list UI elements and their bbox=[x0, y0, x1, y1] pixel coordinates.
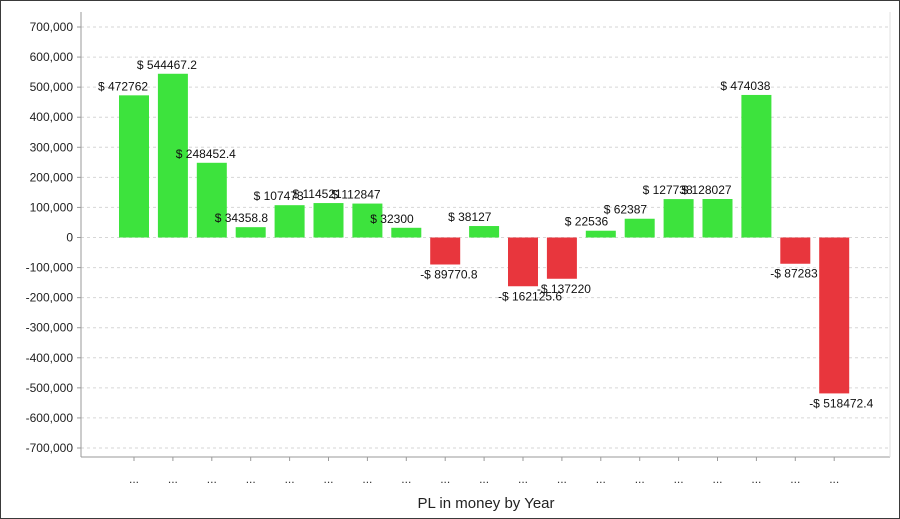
y-tick-label: -200,000 bbox=[26, 291, 74, 305]
bar[interactable] bbox=[624, 218, 655, 238]
bar[interactable] bbox=[430, 237, 461, 265]
y-tick-label: 700,000 bbox=[30, 20, 74, 34]
x-tick-label: ... bbox=[751, 472, 761, 486]
x-tick-label: ... bbox=[479, 472, 489, 486]
bar-data-label: -$ 162125.6 bbox=[498, 289, 562, 303]
bar[interactable] bbox=[469, 226, 500, 238]
data-labels: $ 472762 $ 544467.2 $ 248452.4 $ 34358.8 $ 1… bbox=[98, 58, 874, 411]
x-tick-label: ... bbox=[674, 472, 684, 486]
x-tick-label: ... bbox=[362, 472, 372, 486]
x-tick-label: ... bbox=[829, 472, 839, 486]
x-tick-label: ... bbox=[440, 472, 450, 486]
x-tick-label: ... bbox=[790, 472, 800, 486]
bar-data-label: $ 22536 bbox=[565, 215, 609, 229]
x-tick-label: ... bbox=[168, 472, 178, 486]
x-tick-label: ... bbox=[557, 472, 567, 486]
bar-data-label: $ 128027 bbox=[682, 183, 732, 197]
bar[interactable] bbox=[819, 237, 850, 394]
x-tick-label: ... bbox=[596, 472, 606, 486]
y-tick-label: -300,000 bbox=[26, 321, 74, 335]
bar-data-label: $ 248452.4 bbox=[176, 147, 236, 161]
y-tick-label: 100,000 bbox=[30, 200, 74, 214]
bar-series bbox=[119, 73, 850, 394]
bar-data-label: $ 62387 bbox=[604, 203, 648, 217]
bar[interactable] bbox=[702, 199, 733, 238]
bar[interactable] bbox=[235, 227, 266, 238]
bar[interactable] bbox=[119, 95, 149, 238]
bar[interactable] bbox=[391, 227, 422, 238]
bar[interactable] bbox=[274, 205, 305, 238]
bar[interactable] bbox=[352, 203, 383, 238]
y-tick-label: 400,000 bbox=[30, 110, 74, 124]
y-tick-label: 300,000 bbox=[30, 140, 74, 154]
bar-data-label: -$ 89770.8 bbox=[420, 267, 478, 281]
bar-data-label: $ 474038 bbox=[720, 79, 770, 93]
bar[interactable] bbox=[780, 237, 811, 264]
bar[interactable] bbox=[663, 199, 694, 238]
x-tick-label: ... bbox=[635, 472, 645, 486]
bar[interactable] bbox=[157, 73, 188, 238]
bar-data-label: $ 544467.2 bbox=[137, 58, 197, 72]
x-tick-label: ... bbox=[323, 472, 333, 486]
bar-data-label: $ 38127 bbox=[448, 210, 492, 224]
y-tick-label: -600,000 bbox=[26, 411, 74, 425]
bar-data-label: -$ 518472.4 bbox=[809, 396, 873, 410]
x-tick-label: ... bbox=[285, 472, 295, 486]
x-axis: ........................................… bbox=[81, 12, 891, 486]
y-tick-label: -700,000 bbox=[26, 441, 74, 455]
y-tick-label: -100,000 bbox=[26, 261, 74, 275]
y-tick-label: 500,000 bbox=[30, 80, 74, 94]
bar-data-label: $ 32300 bbox=[370, 212, 414, 226]
bar-data-label: $ 472762 bbox=[98, 79, 148, 93]
bar[interactable] bbox=[313, 203, 344, 238]
bar-data-label: $ 114521 bbox=[293, 187, 342, 201]
bar[interactable] bbox=[508, 237, 538, 287]
bar-data-label: -$ 137220 bbox=[537, 282, 591, 296]
bar[interactable] bbox=[585, 230, 616, 238]
x-tick-label: ... bbox=[518, 472, 528, 486]
x-axis-title: PL in money by Year bbox=[417, 495, 554, 512]
y-tick-label: -400,000 bbox=[26, 351, 74, 365]
bar[interactable] bbox=[546, 237, 577, 279]
x-tick-label: ... bbox=[246, 472, 256, 486]
y-tick-label: 200,000 bbox=[30, 170, 74, 184]
y-tick-label: -500,000 bbox=[26, 381, 74, 395]
bar[interactable] bbox=[196, 162, 227, 238]
bar-data-label: $ 107473 bbox=[254, 189, 304, 203]
x-tick-label: ... bbox=[207, 472, 217, 486]
bar-data-label: -$ 87283 bbox=[770, 267, 818, 281]
y-tick-label: 600,000 bbox=[30, 50, 74, 64]
y-axis: 700,000 600,000 500,000 400,000 300,000 200,0… bbox=[26, 12, 82, 457]
x-tick-label: ... bbox=[712, 472, 722, 486]
bar-data-label: $ 127738 bbox=[643, 183, 693, 197]
bar-data-label: $ 34358.8 bbox=[215, 211, 269, 225]
x-tick-label: ... bbox=[129, 472, 139, 486]
bar[interactable] bbox=[741, 94, 772, 238]
bar-data-label: $ 112847 bbox=[331, 188, 380, 202]
x-tick-label: ... bbox=[401, 472, 411, 486]
y-tick-label: 0 bbox=[66, 231, 73, 245]
